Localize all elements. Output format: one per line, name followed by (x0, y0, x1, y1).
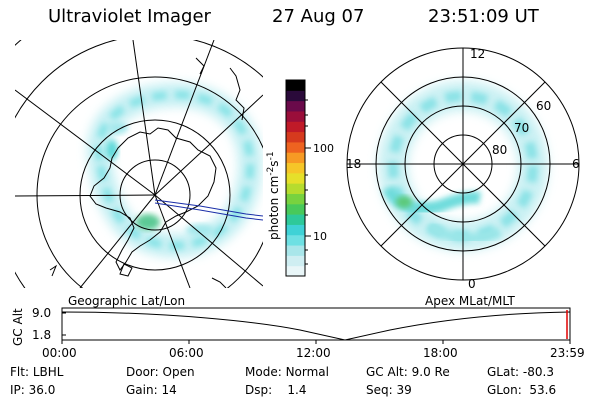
colorbar-label-sup1: -2 (266, 167, 276, 176)
mlt-label-12: 12 (470, 47, 485, 61)
apex-caption: Apex MLat/MLT (425, 294, 515, 308)
status-door-value: Open (162, 365, 195, 379)
status-filter: Flt: LBHL (10, 365, 63, 379)
mlt-label-6: 6 (572, 157, 580, 171)
status-seq-label: Seq: (366, 383, 393, 397)
y-tick-1-8: 1.8 (32, 328, 52, 342)
status-gain-value: 14 (161, 383, 177, 397)
status-glon-value: 53.6 (529, 383, 557, 397)
altitude-timeline: GC Alt (11, 307, 571, 346)
status-door: Door: Open (126, 365, 195, 379)
colorbar-tick-10: 10 (313, 230, 327, 243)
colorbar-cell (286, 193, 305, 205)
status-ip-label: IP: (10, 383, 25, 397)
x-tick-0000: 00:00 (42, 346, 77, 360)
status-dsp-value: 1.4 (287, 383, 307, 397)
colorbar: 100 10 photon cm-2s-1 (266, 79, 334, 277)
colorbar-cell (286, 162, 305, 174)
status-dsp: Dsp: 1.4 (245, 383, 307, 397)
y-tick-9: 9.0 (32, 306, 52, 320)
x-tick-1800: 18:00 (423, 346, 458, 360)
status-ip-value: 36.0 (28, 383, 56, 397)
status-gc-alt-value: 9.0 Re (411, 365, 450, 379)
aurora-oval-geo (86, 82, 263, 258)
status-filter-value: LBHL (32, 365, 64, 379)
status-door-label: Door: (126, 365, 159, 379)
colorbar-cell (286, 141, 305, 153)
antarctica-coastline (89, 127, 217, 271)
status-mode-label: Mode: (245, 365, 282, 379)
colorbar-cell (286, 245, 305, 256)
timeline-y-label: GC Alt (11, 308, 25, 346)
colorbar-cell (286, 90, 305, 102)
colorbar-tick-100: 100 (313, 142, 334, 155)
x-tick-0600: 06:00 (169, 346, 204, 360)
status-glon-label: GLon: (487, 383, 522, 397)
magnetic-polar-plot: 12 18 6 0 60 70 80 (346, 47, 580, 291)
status-mode: Mode: Normal (245, 365, 329, 379)
colorbar-cell (286, 172, 305, 184)
mlat-label-70: 70 (514, 121, 529, 135)
colorbar-cell (286, 255, 305, 267)
colorbar-cell (286, 224, 305, 236)
altitude-curve (61, 311, 571, 341)
colorbar-cell (286, 214, 305, 225)
status-gain-label: Gain: (126, 383, 158, 397)
status-gc-alt: GC Alt: 9.0 Re (366, 365, 450, 379)
x-tick-1200: 12:00 (296, 346, 331, 360)
colorbar-cell (286, 152, 305, 164)
status-gc-alt-label: GC Alt: (366, 365, 408, 379)
colorbar-cell (286, 110, 305, 122)
colorbar-cell (286, 203, 305, 215)
mlat-label-80: 80 (492, 143, 507, 157)
colorbar-cell (286, 131, 305, 143)
colorbar-cell (286, 234, 305, 246)
mlat-label-60: 60 (536, 99, 551, 113)
colorbar-cell (286, 265, 305, 277)
mlt-label-0: 0 (468, 277, 476, 291)
satellite-track (154, 199, 263, 217)
colorbar-label-sup2: -1 (266, 151, 276, 160)
colorbar-cell (286, 80, 305, 91)
status-ip: IP: 36.0 (10, 383, 55, 397)
geographic-map (15, 40, 263, 288)
status-glat-label: GLat: (487, 365, 520, 379)
status-mode-value: Normal (285, 365, 329, 379)
instrument-title: Ultraviolet Imager (48, 6, 211, 27)
colorbar-cell (286, 100, 305, 112)
colorbar-label-unit: photon cm (267, 176, 281, 240)
status-glat: GLat: -80.3 (487, 365, 554, 379)
colorbar-cell (286, 121, 305, 133)
colorbar-cell (286, 183, 305, 194)
colorbar-label-mid: s (267, 160, 281, 166)
time-label: 23:51:09 UT (428, 6, 539, 27)
geographic-caption: Geographic Lat/Lon (68, 294, 186, 308)
date-label: 27 Aug 07 (272, 6, 365, 27)
status-filter-label: Flt: (10, 365, 29, 379)
colorbar-label: photon cm-2s-1 (266, 151, 281, 240)
x-tick-2359: 23:59 (550, 346, 585, 360)
status-glat-value: -80.3 (522, 365, 554, 379)
status-glon: GLon: 53.6 (487, 383, 556, 397)
status-seq-value: 39 (396, 383, 412, 397)
status-dsp-label: Dsp: (245, 383, 273, 397)
mlt-label-18: 18 (346, 157, 361, 171)
status-seq: Seq: 39 (366, 383, 412, 397)
status-gain: Gain: 14 (126, 383, 177, 397)
